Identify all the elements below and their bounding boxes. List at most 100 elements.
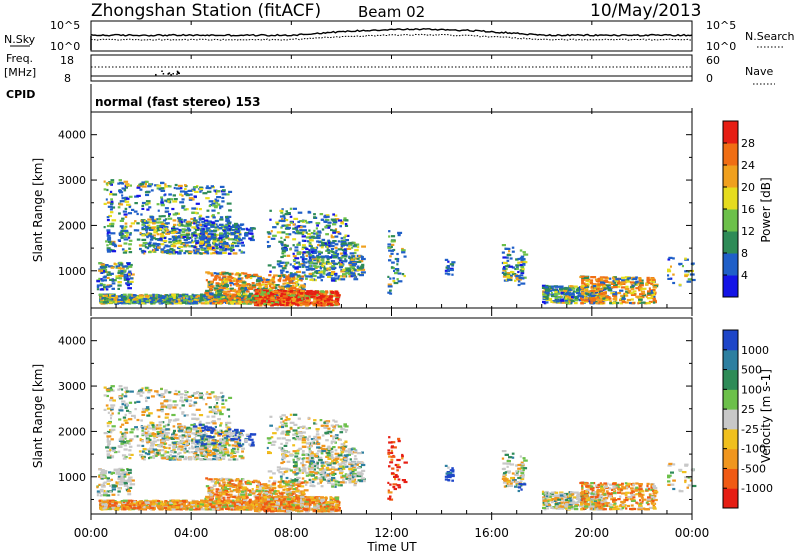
range-cell	[344, 258, 346, 260]
range-cell	[593, 285, 597, 287]
range-cell	[309, 273, 313, 275]
range-cell	[342, 222, 345, 224]
range-cell	[220, 241, 223, 243]
range-cell	[104, 188, 107, 190]
range-cell	[226, 288, 229, 290]
range-cell	[560, 300, 565, 302]
range-cell	[627, 299, 631, 301]
range-cell	[151, 218, 154, 220]
range-cell	[227, 203, 232, 205]
range-cell	[266, 279, 270, 281]
range-cell	[262, 300, 266, 302]
range-cell	[617, 292, 621, 294]
range-cell	[163, 194, 165, 196]
range-cell	[168, 215, 170, 217]
range-cell	[210, 226, 214, 228]
range-cell	[103, 286, 106, 288]
range-cell	[257, 277, 262, 279]
range-cell	[126, 278, 130, 280]
range-cell	[269, 219, 271, 221]
range-cell	[326, 256, 329, 258]
range-cell	[306, 290, 310, 292]
mode-text: normal (fast stereo) 153	[95, 95, 261, 109]
range-cell	[649, 287, 651, 289]
range-cell	[228, 222, 231, 224]
range-cell	[205, 301, 210, 303]
range-cell	[240, 223, 244, 225]
range-cell	[165, 228, 167, 230]
range-cell	[234, 223, 238, 225]
range-cell	[226, 302, 228, 304]
range-cell	[451, 274, 453, 276]
range-cell	[118, 245, 122, 247]
range-cell	[667, 274, 669, 276]
range-cell	[124, 238, 129, 240]
range-cell	[168, 238, 171, 240]
range-cell	[136, 222, 139, 224]
range-cell	[503, 273, 507, 275]
range-cell	[551, 292, 553, 294]
range-cell	[129, 402, 132, 404]
range-cell	[510, 271, 514, 273]
range-cell	[353, 278, 358, 280]
range-cell	[191, 207, 196, 209]
range-cell	[335, 303, 339, 305]
range-cell	[109, 491, 111, 493]
range-cell	[250, 301, 253, 303]
range-cell	[216, 196, 221, 198]
range-cell	[621, 277, 625, 279]
range-cell	[167, 198, 171, 200]
range-cell	[391, 235, 395, 237]
range-cell	[120, 263, 122, 265]
range-cell	[156, 221, 159, 223]
range-cell	[451, 261, 455, 263]
range-cell	[130, 281, 134, 283]
range-cell	[344, 248, 347, 250]
range-cell	[163, 240, 167, 242]
range-cell	[280, 272, 283, 274]
range-cell	[146, 233, 148, 235]
range-cell	[241, 244, 245, 246]
range-cell	[360, 266, 364, 268]
range-cell	[277, 297, 280, 299]
range-cell	[297, 225, 300, 227]
range-cell	[201, 232, 204, 234]
range-cell	[207, 239, 211, 241]
range-cell	[111, 473, 113, 475]
range-cell	[117, 272, 119, 274]
range-cell	[104, 482, 107, 484]
range-cell	[305, 303, 309, 305]
range-cell	[141, 227, 143, 229]
range-cell	[126, 204, 131, 206]
range-cell	[222, 252, 227, 254]
range-cell	[178, 224, 181, 226]
range-cell	[206, 223, 210, 225]
range-cell	[276, 223, 278, 225]
range-cell	[141, 221, 143, 223]
range-cell	[141, 251, 144, 253]
range-cell	[269, 271, 271, 273]
range-cell	[248, 230, 253, 232]
range-cell	[311, 296, 315, 298]
range-cell	[306, 251, 309, 253]
range-cell	[229, 299, 232, 301]
range-cell	[506, 257, 508, 259]
range-cell	[388, 285, 393, 287]
range-cell	[570, 293, 575, 295]
range-cell	[309, 262, 312, 264]
range-cell	[334, 274, 337, 276]
range-cell	[320, 302, 322, 304]
range-cell	[687, 281, 692, 283]
range-cell	[638, 299, 643, 301]
range-cell	[292, 238, 296, 240]
range-cell	[510, 257, 513, 259]
range-cell	[313, 213, 316, 215]
range-cell	[265, 286, 268, 288]
range-cell	[282, 262, 285, 264]
range-cell	[188, 190, 193, 192]
range-cell	[635, 287, 639, 289]
range-cell	[292, 285, 295, 287]
range-cell	[286, 304, 289, 306]
range-cell	[204, 225, 208, 227]
range-cell	[104, 181, 106, 183]
